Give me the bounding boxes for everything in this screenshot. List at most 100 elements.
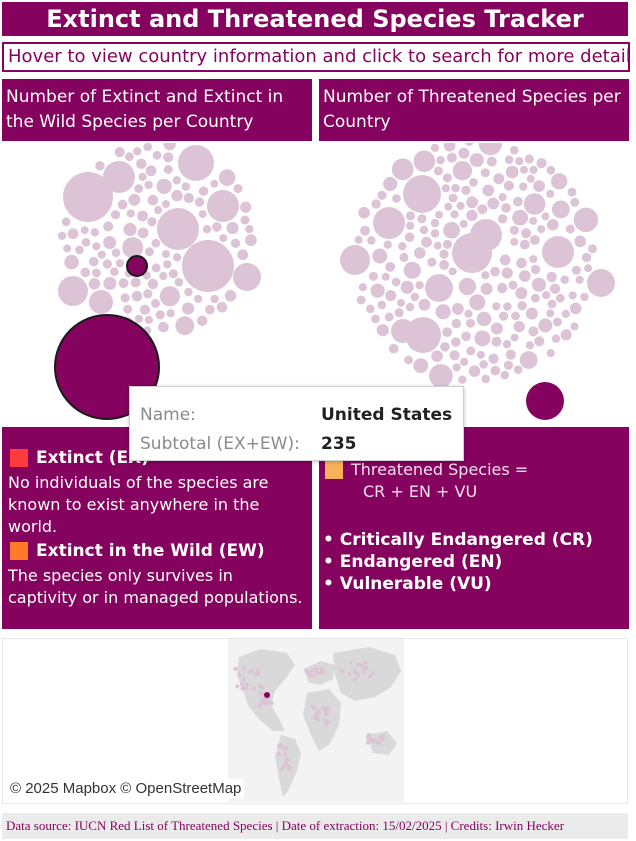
country-bubble[interactable] (75, 245, 84, 255)
country-bubble[interactable] (510, 145, 519, 155)
country-bubble[interactable] (519, 351, 538, 369)
country-bubble[interactable] (531, 277, 547, 292)
country-bubble[interactable] (123, 304, 133, 314)
country-bubble[interactable] (529, 255, 538, 264)
country-bubble[interactable] (110, 267, 119, 276)
country-bubble[interactable] (183, 192, 194, 204)
country-bubble[interactable] (405, 302, 415, 312)
country-bubble[interactable] (202, 225, 212, 234)
country-bubble[interactable] (456, 201, 465, 210)
country-bubble[interactable] (580, 292, 589, 302)
country-bubble[interactable] (442, 239, 452, 249)
country-bubble[interactable] (245, 234, 257, 247)
country-marker[interactable] (314, 713, 319, 717)
country-bubble[interactable] (451, 337, 461, 347)
country-bubble[interactable] (368, 271, 378, 281)
country-bubble[interactable] (340, 245, 370, 275)
country-marker[interactable] (324, 722, 329, 727)
country-bubble[interactable] (433, 241, 442, 250)
country-bubble[interactable] (163, 165, 173, 174)
country-bubble[interactable] (385, 290, 397, 302)
country-marker[interactable] (313, 716, 318, 721)
country-bubble[interactable] (435, 210, 443, 219)
country-bubble[interactable] (144, 180, 153, 190)
country-bubble[interactable] (529, 165, 538, 174)
country-bubble[interactable] (376, 324, 389, 337)
country-bubble[interactable] (497, 214, 508, 224)
country-bubble[interactable] (503, 180, 514, 191)
country-marker[interactable] (257, 703, 262, 708)
country-bubble[interactable] (403, 175, 441, 213)
country-bubble[interactable] (470, 219, 502, 251)
country-bubble[interactable] (518, 270, 531, 282)
selected-country-bubble[interactable] (126, 255, 148, 277)
country-bubble[interactable] (210, 294, 219, 304)
country-bubble[interactable] (448, 193, 458, 203)
country-bubble[interactable] (547, 219, 559, 231)
country-bubble[interactable] (450, 210, 459, 219)
country-bubble[interactable] (444, 202, 453, 211)
country-bubble[interactable] (513, 365, 523, 374)
country-bubble[interactable] (469, 153, 484, 167)
country-bubble[interactable] (542, 291, 551, 300)
country-bubble[interactable] (230, 238, 241, 248)
country-bubble[interactable] (505, 349, 516, 360)
country-bubble[interactable] (360, 225, 370, 236)
country-bubble[interactable] (147, 278, 159, 290)
country-bubble[interactable] (383, 240, 392, 249)
country-bubble[interactable] (530, 264, 541, 275)
country-bubble[interactable] (125, 152, 134, 162)
country-bubble[interactable] (488, 353, 499, 364)
country-bubble[interactable] (435, 304, 451, 320)
country-bubble[interactable] (216, 302, 228, 313)
country-bubble[interactable] (469, 178, 478, 187)
country-bubble[interactable] (499, 311, 509, 321)
country-bubble[interactable] (458, 147, 470, 159)
country-bubble[interactable] (417, 214, 427, 224)
country-bubble[interactable] (415, 281, 424, 290)
country-marker[interactable] (356, 662, 361, 667)
country-bubble[interactable] (560, 329, 572, 341)
country-bubble[interactable] (452, 303, 464, 315)
country-marker[interactable] (283, 763, 288, 768)
country-bubble[interactable] (88, 278, 101, 290)
country-bubble[interactable] (519, 239, 530, 250)
country-bubble[interactable] (144, 315, 153, 324)
country-bubble[interactable] (491, 336, 502, 347)
country-bubble[interactable] (371, 314, 380, 324)
country-bubble[interactable] (63, 244, 72, 253)
country-bubble[interactable] (162, 250, 170, 258)
country-bubble[interactable] (163, 152, 174, 163)
country-bubble[interactable] (381, 272, 390, 281)
country-bubble[interactable] (468, 365, 481, 377)
country-bubble[interactable] (131, 290, 143, 302)
country-bubble[interactable] (233, 263, 261, 291)
country-bubble[interactable] (510, 237, 519, 246)
country-marker[interactable] (279, 766, 284, 771)
country-bubble[interactable] (413, 150, 436, 172)
country-bubble[interactable] (504, 155, 514, 164)
country-bubble[interactable] (389, 343, 399, 354)
country-bubble[interactable] (460, 357, 469, 366)
country-bubble[interactable] (405, 211, 416, 221)
country-bubble[interactable] (147, 194, 159, 206)
country-bubble[interactable] (536, 158, 547, 169)
country-bubble[interactable] (486, 156, 497, 167)
country-bubble[interactable] (448, 267, 457, 276)
country-bubble[interactable] (154, 206, 163, 215)
country-marker[interactable] (260, 700, 265, 705)
country-bubble[interactable] (194, 294, 203, 303)
country-bubble[interactable] (510, 333, 519, 342)
country-marker[interactable] (362, 670, 366, 675)
country-marker[interactable] (318, 671, 323, 676)
country-bubble[interactable] (115, 259, 124, 268)
country-bubble[interactable] (421, 236, 432, 248)
country-bubble[interactable] (549, 283, 561, 294)
country-bubble[interactable] (356, 295, 366, 305)
country-bubble[interactable] (587, 269, 615, 297)
country-marker[interactable] (310, 704, 315, 709)
country-bubble[interactable] (413, 358, 429, 373)
country-bubble[interactable] (159, 272, 168, 281)
country-bubble[interactable] (452, 161, 473, 181)
country-marker[interactable] (366, 733, 371, 737)
